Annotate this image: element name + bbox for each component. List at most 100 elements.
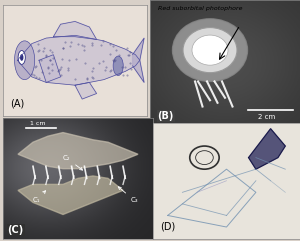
Point [41, 49, 46, 53]
Text: (D): (D) [160, 221, 176, 231]
Point [124, 73, 129, 77]
Point [45, 66, 50, 69]
Point [37, 48, 42, 52]
Point [91, 76, 96, 80]
Text: (A): (A) [10, 99, 25, 109]
Polygon shape [39, 55, 61, 82]
Point [90, 43, 95, 47]
Point [117, 53, 122, 57]
Point [112, 59, 116, 63]
Point [48, 58, 53, 62]
Point [62, 40, 67, 44]
Point [35, 49, 40, 53]
Polygon shape [18, 176, 123, 214]
Point [34, 64, 39, 67]
Point [103, 68, 108, 72]
Point [98, 43, 103, 47]
Text: (B): (B) [158, 111, 174, 121]
Point [36, 42, 41, 46]
Polygon shape [75, 82, 97, 99]
Point [65, 68, 70, 72]
Point [90, 75, 94, 79]
Point [101, 59, 106, 63]
Circle shape [183, 27, 237, 73]
Point [38, 58, 43, 61]
Text: C₃: C₃ [118, 187, 138, 203]
Point [82, 44, 87, 48]
Point [60, 57, 65, 61]
Circle shape [113, 56, 123, 75]
Text: 1 cm: 1 cm [30, 121, 46, 126]
Circle shape [18, 51, 25, 64]
Point [60, 47, 65, 50]
Point [66, 58, 71, 62]
Point [45, 65, 50, 69]
Point [110, 58, 115, 62]
Point [89, 69, 94, 73]
Point [129, 67, 134, 71]
Text: Red suborbital photophore: Red suborbital photophore [158, 6, 242, 11]
Circle shape [20, 54, 23, 61]
Polygon shape [17, 35, 140, 85]
Polygon shape [133, 38, 144, 82]
Point [103, 65, 108, 69]
Point [46, 72, 51, 75]
Polygon shape [53, 21, 97, 40]
Point [42, 47, 46, 50]
Text: 2 cm: 2 cm [258, 114, 275, 120]
Point [91, 67, 95, 70]
Point [49, 50, 54, 54]
Point [48, 59, 53, 62]
Point [85, 77, 89, 81]
Point [56, 69, 60, 73]
Point [127, 50, 132, 54]
Circle shape [172, 19, 248, 81]
Text: C₁: C₁ [33, 191, 46, 203]
Point [127, 61, 132, 65]
Point [107, 42, 112, 46]
Circle shape [192, 35, 228, 65]
Point [59, 74, 64, 77]
Point [113, 58, 118, 62]
Polygon shape [249, 129, 285, 169]
Point [74, 57, 79, 61]
Point [82, 61, 87, 65]
Point [33, 65, 38, 69]
Point [111, 44, 116, 48]
Point [50, 68, 54, 72]
Point [122, 65, 127, 69]
Point [69, 40, 74, 44]
Point [57, 68, 62, 72]
Point [127, 53, 131, 57]
Point [73, 77, 78, 80]
Point [81, 48, 86, 52]
Point [44, 54, 48, 58]
Point [121, 74, 126, 77]
Point [84, 76, 89, 80]
Polygon shape [18, 133, 138, 169]
Point [50, 62, 54, 66]
Point [30, 72, 35, 76]
Point [58, 67, 62, 71]
Point [107, 52, 112, 55]
Point [125, 54, 130, 57]
Point [109, 68, 113, 72]
Point [39, 70, 44, 74]
Point [59, 66, 64, 69]
Point [96, 61, 101, 65]
Text: (C): (C) [8, 225, 24, 234]
Point [107, 69, 112, 73]
Point [44, 53, 48, 57]
Text: C₂: C₂ [63, 155, 83, 170]
Point [61, 46, 66, 50]
Point [120, 65, 124, 68]
Point [32, 73, 36, 77]
Circle shape [14, 41, 35, 80]
Point [125, 46, 130, 50]
Point [113, 48, 118, 52]
Point [51, 56, 56, 60]
Point [34, 75, 39, 79]
Point [37, 76, 42, 80]
Point [101, 40, 106, 43]
Point [79, 43, 84, 47]
